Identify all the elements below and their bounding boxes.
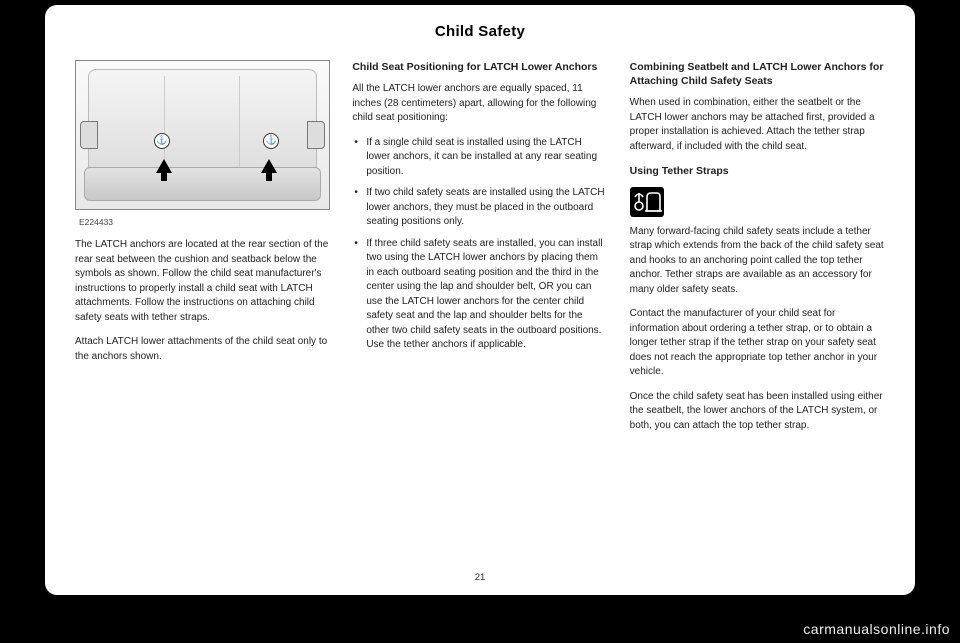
figure-label: E224433 bbox=[75, 216, 330, 228]
latch-anchor-illustration: ⚓ ⚓ bbox=[75, 60, 330, 210]
list-item: If three child safety seats are installe… bbox=[352, 237, 607, 353]
subheading: Combining Seatbelt and LATCH Lower Ancho… bbox=[630, 60, 885, 88]
seat-cushion bbox=[84, 167, 321, 201]
paragraph: Many forward-facing child safety seats i… bbox=[630, 225, 885, 298]
paragraph: Once the child safety seat has been inst… bbox=[630, 390, 885, 434]
seat-back bbox=[88, 69, 317, 174]
paragraph: All the LATCH lower anchors are equally … bbox=[352, 82, 607, 126]
subheading: Using Tether Straps bbox=[630, 164, 885, 178]
column-1: ⚓ ⚓ E224433 The LATCH anchors are locate… bbox=[75, 60, 330, 443]
page-title: Child Safety bbox=[75, 23, 885, 40]
paragraph: Attach LATCH lower attachments of the ch… bbox=[75, 335, 330, 364]
anchor-icon: ⚓ bbox=[154, 133, 170, 149]
seat-bracket-left bbox=[80, 121, 98, 149]
paragraph: When used in combination, either the sea… bbox=[630, 96, 885, 154]
watermark: carmanualsonline.info bbox=[803, 621, 950, 637]
anchor-icon: ⚓ bbox=[263, 133, 279, 149]
seat-bracket-right bbox=[307, 121, 325, 149]
paragraph: The LATCH anchors are located at the rea… bbox=[75, 238, 330, 325]
paragraph: Contact the manufacturer of your child s… bbox=[630, 307, 885, 380]
list-item: If two child safety seats are installed … bbox=[352, 186, 607, 230]
page-number: 21 bbox=[45, 572, 915, 583]
subheading: Child Seat Positioning for LATCH Lower A… bbox=[352, 60, 607, 74]
arrow-stem bbox=[161, 171, 167, 181]
list-item: If a single child seat is installed usin… bbox=[352, 136, 607, 180]
bullet-list: If a single child seat is installed usin… bbox=[352, 136, 607, 353]
column-3: Combining Seatbelt and LATCH Lower Ancho… bbox=[630, 60, 885, 443]
manual-page: Child Safety ⚓ ⚓ E224433 The LATCH ancho bbox=[45, 5, 915, 595]
arrow-stem bbox=[266, 171, 272, 181]
content-columns: ⚓ ⚓ E224433 The LATCH anchors are locate… bbox=[75, 60, 885, 443]
tether-anchor-icon bbox=[630, 187, 664, 217]
column-2: Child Seat Positioning for LATCH Lower A… bbox=[352, 60, 607, 443]
